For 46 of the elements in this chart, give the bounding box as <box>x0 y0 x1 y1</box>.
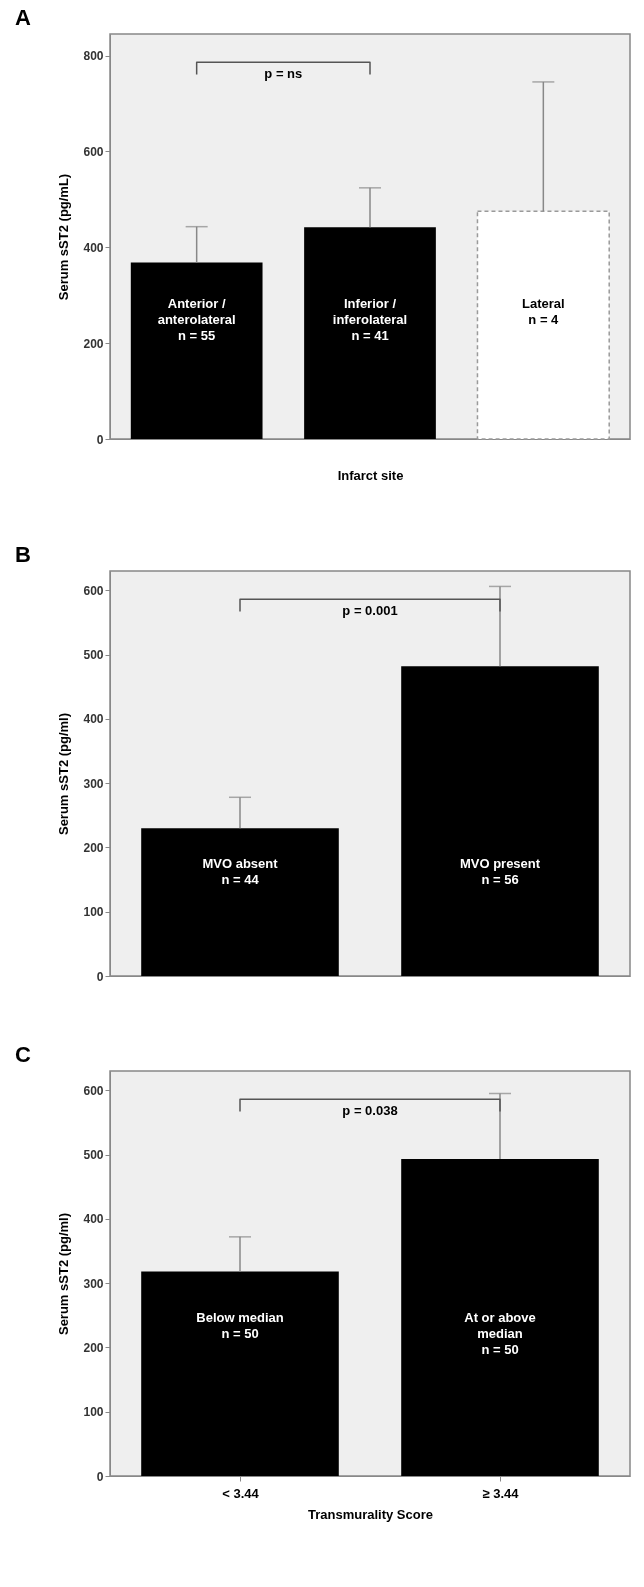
y-tick-label: 500 <box>83 1148 104 1163</box>
category-label: Lateral <box>522 295 565 311</box>
bar <box>304 227 436 439</box>
annotation: n = 4 <box>528 311 560 327</box>
y-tick-label: 500 <box>83 648 104 663</box>
y-tick-label: 600 <box>83 1083 104 1098</box>
x-axis-title: Infarct site <box>337 467 404 483</box>
y-tick-label: 400 <box>83 712 104 727</box>
annotation: n = 56 <box>481 871 519 887</box>
y-axis-title: Serum sST2 (pg/mL) <box>56 173 72 301</box>
category-label: MVO absent <box>202 855 278 871</box>
y-tick-label: 0 <box>96 969 104 984</box>
annotation: p = ns <box>264 66 303 82</box>
chart-title: C <box>15 1042 31 1067</box>
annotation: p = 0.038 <box>342 1103 398 1119</box>
x-tick-label: < 3.44 <box>222 1485 260 1501</box>
chart-title: B <box>15 542 31 567</box>
annotation: n = 44 <box>221 871 260 887</box>
y-axis-title: Serum sST2 (pg/ml) <box>56 1212 72 1336</box>
x-axis-title: Transmurality Score <box>308 1506 433 1522</box>
annotation: Below median <box>196 1310 284 1326</box>
y-axis-title: Serum sST2 (pg/ml) <box>56 712 72 836</box>
bar <box>476 210 610 440</box>
y-tick-label: 300 <box>83 776 104 791</box>
y-tick-label: 100 <box>83 905 104 920</box>
chart-title: A <box>15 5 31 30</box>
annotation: n = 41 <box>351 327 389 343</box>
annotation: n = 50 <box>481 1342 519 1358</box>
y-tick-label: 200 <box>83 840 104 855</box>
bar <box>130 262 263 439</box>
x-tick-label: ≥ 3.44 <box>482 1485 520 1501</box>
y-tick-label: 0 <box>96 432 104 447</box>
y-tick-label: 400 <box>83 1212 104 1227</box>
annotation: n = 55 <box>178 327 216 343</box>
y-tick-label: 200 <box>83 1340 104 1355</box>
y-tick-label: 800 <box>83 49 104 64</box>
y-tick-label: 100 <box>83 1405 104 1420</box>
y-tick-label: 0 <box>96 1469 104 1484</box>
annotation: p = 0.001 <box>342 603 398 619</box>
annotation: n = 50 <box>221 1326 259 1342</box>
y-tick-label: 600 <box>83 144 104 159</box>
category-label: MVO present <box>459 855 541 871</box>
y-tick-label: 200 <box>83 336 104 351</box>
y-tick-label: 400 <box>83 240 104 255</box>
y-tick-label: 600 <box>83 583 104 598</box>
y-tick-label: 300 <box>83 1276 104 1291</box>
